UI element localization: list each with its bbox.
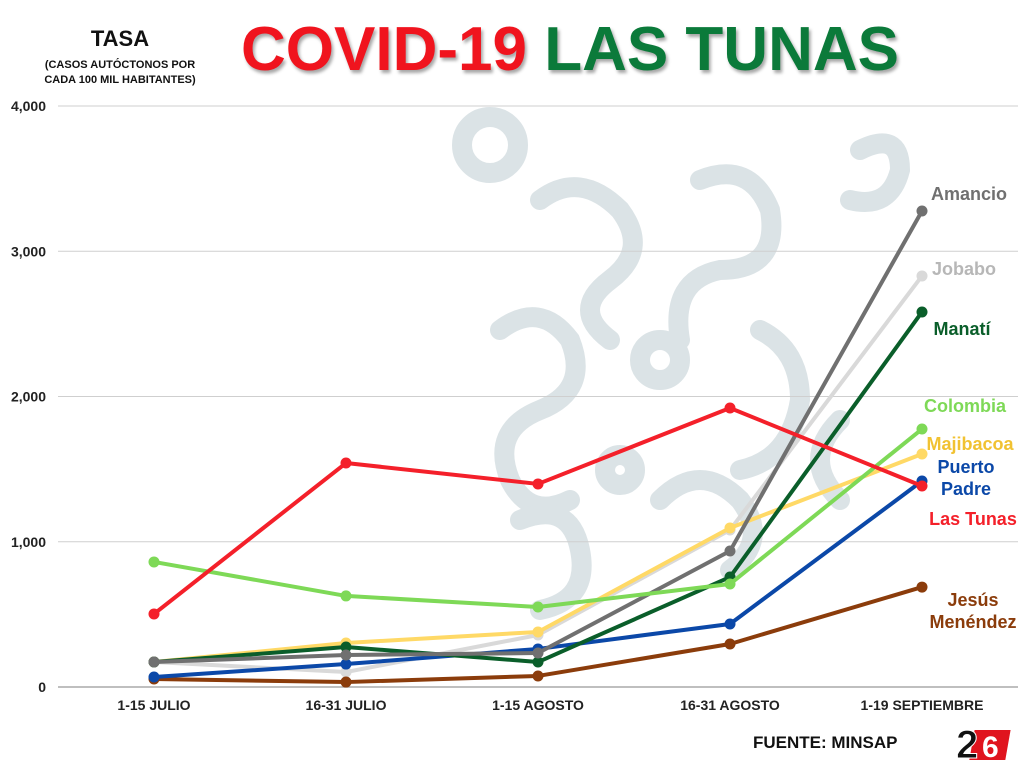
- data-point: [532, 647, 544, 659]
- x-tick-label: 1-19 SEPTIEMBRE: [861, 697, 984, 713]
- data-point: [340, 658, 352, 670]
- series-label: Jesús: [947, 590, 998, 610]
- series-label: Puerto: [937, 457, 994, 477]
- data-point: [340, 649, 352, 661]
- data-point: [532, 670, 544, 682]
- series-label: Jobabo: [932, 259, 996, 279]
- data-point: [340, 641, 352, 653]
- svg-text:2: 2: [956, 723, 978, 762]
- x-tick-label: 16-31 AGOSTO: [680, 697, 780, 713]
- series-label: Manatí: [933, 319, 991, 339]
- series-label: Amancio: [931, 184, 1007, 204]
- data-point: [532, 478, 544, 490]
- series-amancio: [148, 205, 928, 668]
- data-point: [532, 656, 544, 668]
- series-jesus-menendez: [148, 581, 928, 688]
- data-point: [724, 618, 736, 630]
- y-tick-label: 1,000: [11, 534, 46, 550]
- y-axis-subtitle-2: CADA 100 MIL HABITANTES): [44, 74, 196, 86]
- data-point: [340, 457, 352, 469]
- data-point: [724, 545, 736, 557]
- data-point: [148, 556, 160, 568]
- data-point: [916, 448, 928, 460]
- data-point: [724, 402, 736, 414]
- y-axis-title-main: TASA: [90, 26, 150, 51]
- y-axis-subtitle-1: (CASOS AUTÓCTONOS POR: [44, 59, 196, 71]
- x-tick-label: 16-31 JULIO: [306, 697, 387, 713]
- data-point: [340, 666, 352, 678]
- data-point: [724, 522, 736, 534]
- chart-title: COVID-19 LAS TUNAS: [0, 14, 1024, 85]
- data-point: [532, 601, 544, 613]
- y-tick-label: 2,000: [11, 389, 46, 405]
- title-las-tunas: LAS TUNAS: [544, 15, 899, 84]
- x-tick-label: 1-15 JULIO: [117, 697, 190, 713]
- series-las-tunas: [148, 402, 928, 620]
- data-point: [532, 626, 544, 638]
- series-line: [153, 210, 924, 665]
- title-covid: COVID-19: [241, 15, 527, 84]
- series-colombia: [148, 423, 928, 613]
- virus-watermark: [452, 107, 911, 620]
- data-point: [340, 590, 352, 602]
- data-point: [148, 671, 160, 683]
- data-point: [916, 480, 928, 492]
- data-point: [916, 423, 928, 435]
- data-point: [724, 578, 736, 590]
- data-point: [916, 205, 928, 217]
- y-axis-title: TASA (CASOS AUTÓCTONOS POR CADA 100 MIL …: [20, 26, 220, 88]
- y-tick-label: 0: [38, 679, 46, 695]
- series-label: Majibacoa: [926, 434, 1014, 454]
- series-label: Las Tunas: [929, 509, 1017, 529]
- data-point: [916, 306, 928, 318]
- series-label: Menéndez: [929, 612, 1016, 632]
- data-point: [340, 676, 352, 688]
- data-point: [148, 608, 160, 620]
- data-point: [916, 270, 928, 282]
- y-tick-label: 4,000: [11, 98, 46, 114]
- series-label: Padre: [941, 479, 991, 499]
- data-point: [148, 656, 160, 668]
- svg-text:6: 6: [982, 731, 999, 762]
- series-label: Colombia: [924, 396, 1007, 416]
- data-point: [916, 581, 928, 593]
- data-point: [724, 638, 736, 650]
- source-note: FUENTE: MINSAP: [753, 733, 898, 752]
- x-tick-label: 1-15 AGOSTO: [492, 697, 584, 713]
- y-tick-label: 3,000: [11, 243, 46, 259]
- logo-26: 2 6: [956, 723, 1011, 762]
